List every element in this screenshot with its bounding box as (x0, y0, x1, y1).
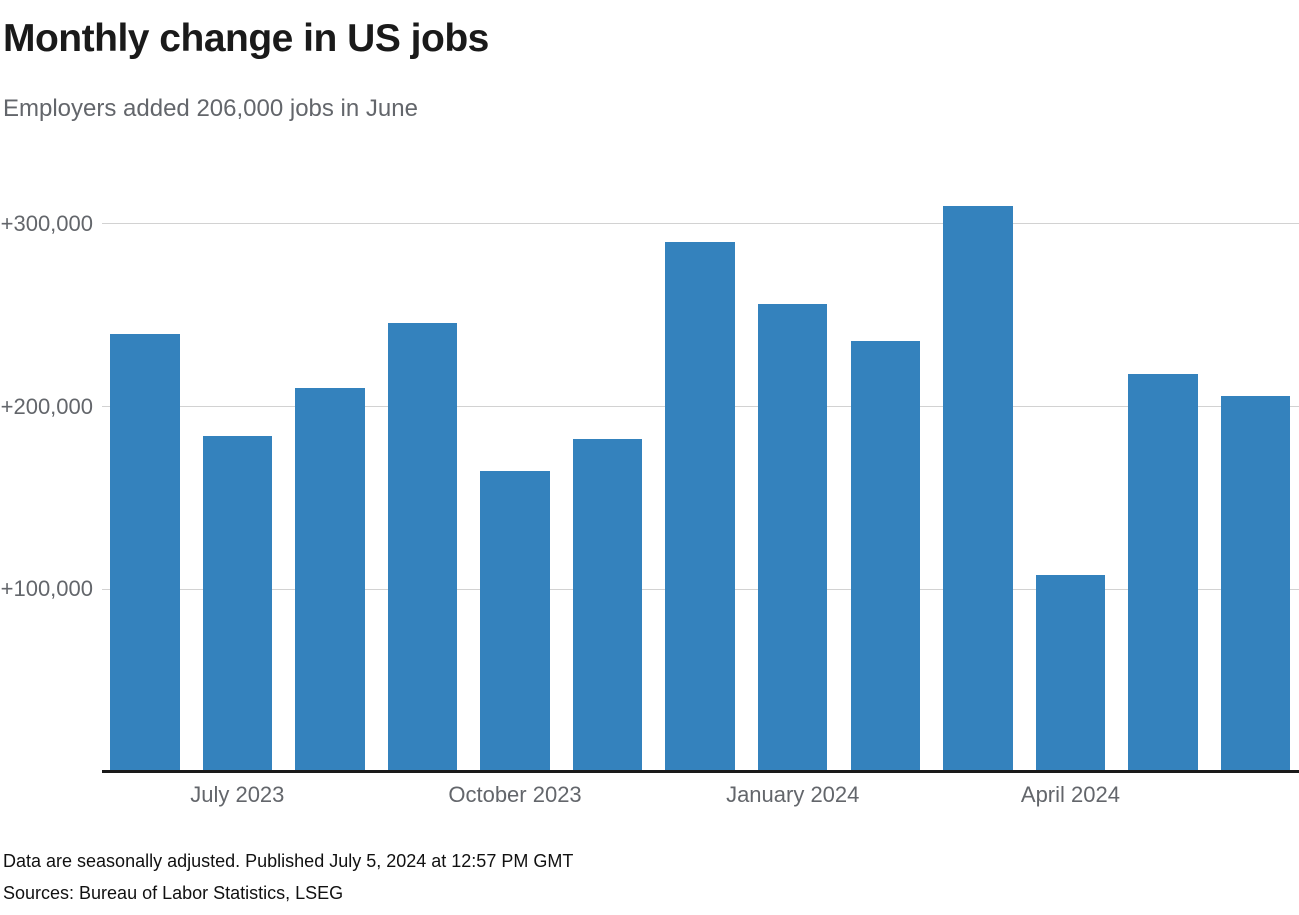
y-tick-label: +300,000 (0, 210, 93, 236)
chart-subtitle: Employers added 206,000 jobs in June (3, 95, 418, 122)
bar-october-2023 (480, 470, 550, 772)
bar-february-2024 (850, 340, 921, 772)
bar-june-2023 (110, 333, 180, 772)
bar-december-2023 (665, 242, 735, 772)
bar-march-2024 (943, 205, 1013, 772)
bar-april-2024 (1035, 574, 1106, 772)
gridline (102, 223, 1299, 225)
bar-june-2024 (1220, 395, 1291, 772)
bar-july-2023 (202, 435, 273, 772)
y-tick-label: +100,000 (0, 576, 93, 602)
chart-note: Data are seasonally adjusted. Published … (3, 851, 574, 871)
bar-january-2024 (757, 304, 828, 772)
bar-september-2023 (387, 322, 458, 772)
x-axis-line (102, 770, 1299, 773)
chart-title: Monthly change in US jobs (3, 17, 489, 60)
x-tick-label: October 2023 (448, 782, 582, 807)
bar-november-2023 (572, 439, 643, 772)
x-tick-label: January 2024 (726, 782, 860, 807)
x-tick-label: April 2024 (1020, 782, 1120, 807)
y-tick-label: +200,000 (0, 393, 93, 419)
chart-sources: Sources: Bureau of Labor Statistics, LSE… (3, 883, 344, 903)
bar-may-2024 (1128, 373, 1198, 772)
bar-august-2023 (295, 388, 365, 772)
x-tick-label: July 2023 (190, 782, 285, 807)
